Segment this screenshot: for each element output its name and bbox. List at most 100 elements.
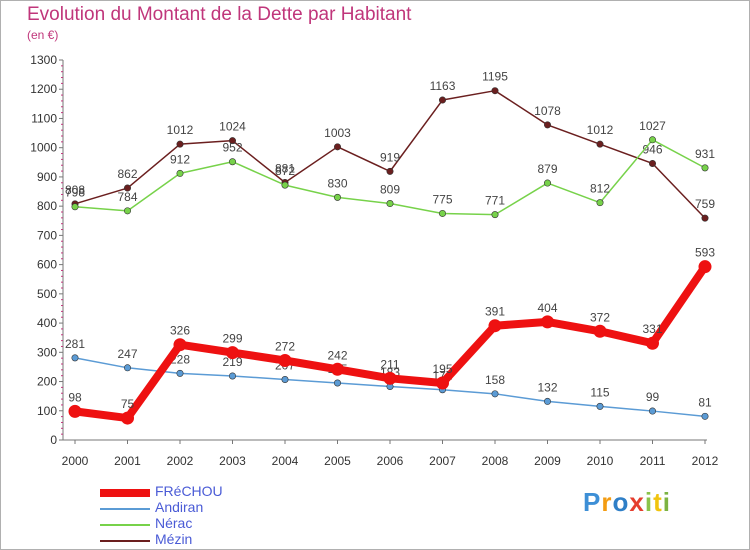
legend-label: Mézin — [155, 531, 193, 547]
data-label: 808 — [65, 183, 85, 197]
data-point — [491, 390, 499, 398]
data-label: 830 — [327, 176, 347, 190]
legend-label: Andiran — [155, 499, 204, 515]
data-label: 98 — [68, 390, 82, 404]
y-tick-label: 100 — [37, 404, 57, 418]
data-point — [229, 137, 237, 145]
x-tick-label: 2009 — [534, 454, 561, 468]
x-tick-label: 2004 — [272, 454, 299, 468]
logo-letter: t — [653, 487, 663, 517]
data-point — [438, 209, 446, 217]
data-point — [71, 203, 79, 211]
data-label: 404 — [537, 301, 557, 315]
legend-swatch — [100, 524, 150, 526]
data-label: 132 — [537, 380, 557, 394]
data-point — [176, 369, 184, 377]
legend-label: FRéCHOU — [155, 483, 223, 499]
data-point — [176, 140, 184, 148]
y-tick-label: 600 — [37, 258, 57, 272]
legend-swatch — [100, 508, 150, 510]
data-point — [121, 411, 134, 425]
data-label: 299 — [222, 332, 242, 346]
y-tick-label: 1200 — [30, 82, 57, 96]
data-point — [281, 375, 289, 383]
data-point — [543, 179, 551, 187]
data-label: 242 — [327, 348, 347, 362]
data-label: 326 — [170, 324, 190, 338]
data-point — [333, 379, 341, 387]
x-tick-label: 2001 — [114, 454, 141, 468]
x-tick-label: 2008 — [482, 454, 509, 468]
data-label: 809 — [380, 183, 400, 197]
data-point — [491, 211, 499, 219]
data-label: 99 — [646, 390, 660, 404]
data-label: 219 — [222, 355, 242, 369]
series-line — [71, 262, 709, 423]
data-label: 919 — [380, 150, 400, 164]
data-point — [176, 169, 184, 177]
y-tick-label: 800 — [37, 199, 57, 213]
data-label: 1027 — [639, 119, 666, 133]
data-point — [648, 136, 656, 144]
data-label: 798 — [65, 186, 85, 200]
data-point — [596, 402, 604, 410]
data-label: 1163 — [430, 79, 456, 93]
data-point — [281, 181, 289, 189]
data-point — [648, 407, 656, 415]
data-label: 775 — [432, 192, 452, 206]
data-label: 593 — [695, 246, 715, 260]
data-point — [698, 260, 712, 274]
x-tick-label: 2000 — [62, 454, 89, 468]
data-label: 195 — [432, 362, 452, 376]
data-point — [596, 199, 604, 207]
data-point — [648, 159, 656, 167]
data-label: 115 — [590, 385, 609, 399]
y-tick-label: 400 — [37, 316, 57, 330]
data-point — [333, 193, 341, 201]
data-point — [124, 207, 132, 215]
y-tick-label: 200 — [37, 375, 57, 389]
data-label: 952 — [222, 141, 242, 155]
data-label: 912 — [170, 152, 190, 166]
x-tick-label: 2005 — [324, 454, 351, 468]
data-label: 931 — [695, 147, 715, 161]
data-point — [331, 362, 344, 376]
logo-letter: P — [583, 487, 602, 517]
data-point — [226, 346, 239, 360]
data-label: 879 — [537, 162, 557, 176]
data-point — [229, 158, 237, 166]
data-label: 75 — [121, 397, 135, 411]
data-point — [438, 96, 446, 104]
data-label: 881 — [275, 161, 295, 175]
legend-swatch — [100, 489, 150, 497]
data-label: 862 — [117, 167, 137, 181]
data-point — [646, 336, 659, 350]
data-point — [71, 354, 79, 362]
y-tick-label: 700 — [37, 228, 57, 242]
data-point — [386, 200, 394, 208]
logo-letter: i — [662, 487, 671, 517]
data-label: 247 — [117, 347, 137, 361]
y-tick-label: 1000 — [30, 141, 57, 155]
data-label: 771 — [485, 194, 505, 208]
data-label: 812 — [590, 182, 610, 196]
y-tick-label: 1100 — [31, 111, 57, 125]
x-tick-label: 2010 — [587, 454, 614, 468]
data-label: 331 — [642, 322, 662, 336]
data-point — [543, 121, 551, 129]
data-point — [124, 184, 132, 192]
data-label: 1195 — [482, 70, 508, 84]
data-point — [386, 167, 394, 175]
x-tick-label: 2002 — [167, 454, 194, 468]
data-point — [701, 214, 709, 222]
data-label: 281 — [65, 337, 85, 351]
data-point — [488, 319, 502, 333]
data-label: 1024 — [219, 120, 246, 134]
x-tick-label: 2007 — [429, 454, 456, 468]
logo-letter: r — [601, 487, 613, 517]
data-label: 946 — [642, 142, 662, 156]
data-point — [124, 364, 132, 372]
data-point — [701, 164, 709, 172]
data-label: 1012 — [167, 123, 194, 137]
